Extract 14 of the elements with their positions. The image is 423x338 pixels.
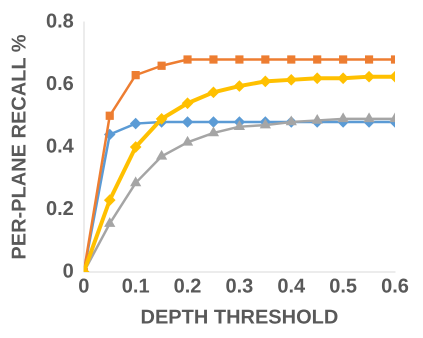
y-tick-label: 0.6 <box>46 73 74 96</box>
x-tick-label: 0 <box>78 276 90 298</box>
x-tick-label: 0.6 <box>381 276 409 298</box>
y-tick-label: 0.2 <box>46 198 74 220</box>
y-tick-label: 0.8 <box>46 10 74 33</box>
x-tick-label: 0.3 <box>225 276 254 298</box>
x-tick-label: 0.5 <box>329 276 358 298</box>
y-tick-label: 0 <box>62 260 74 283</box>
x-axis-title: DEPTH THRESHOLD <box>140 306 338 329</box>
y-tick-label: 0.4 <box>46 136 75 158</box>
x-tick-label: 0.1 <box>122 276 150 298</box>
x-tick-label: 0.2 <box>174 276 202 298</box>
x-tick-label: 0.4 <box>277 276 306 298</box>
y-axis-title: PER-PLANE RECALL % <box>8 34 31 260</box>
